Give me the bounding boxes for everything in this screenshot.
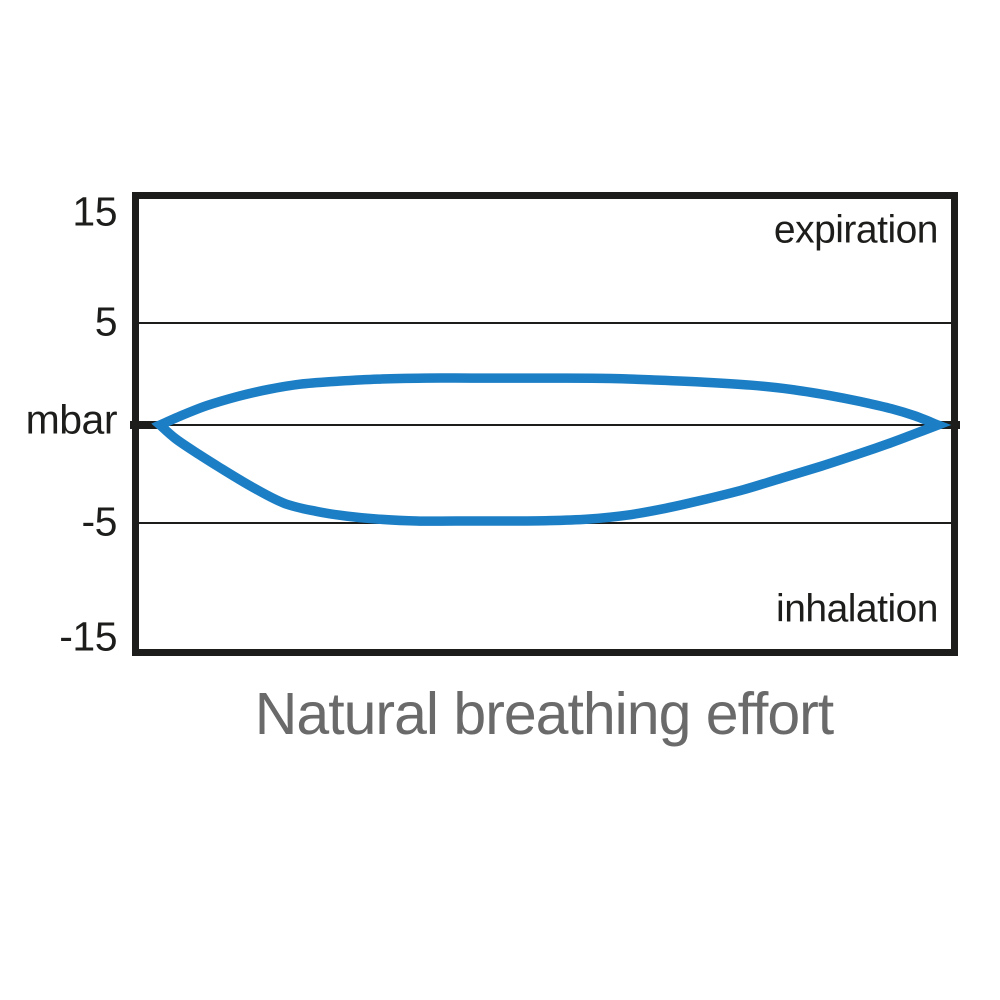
y-tick-label-15: 15 [72,188,117,235]
inhalation-label: inhalation [776,587,938,631]
expiration-label: expiration [773,208,939,252]
y-tick-label--5: -5 [81,498,118,545]
y-tick-label-5: 5 [94,298,118,345]
chart-title: Natural breathing effort [254,681,834,747]
y-tick-label--15: -15 [59,613,117,660]
breathing-effort-loop [151,373,952,526]
plot-border [132,192,958,656]
y-tick-label-0: mbar [25,396,118,443]
